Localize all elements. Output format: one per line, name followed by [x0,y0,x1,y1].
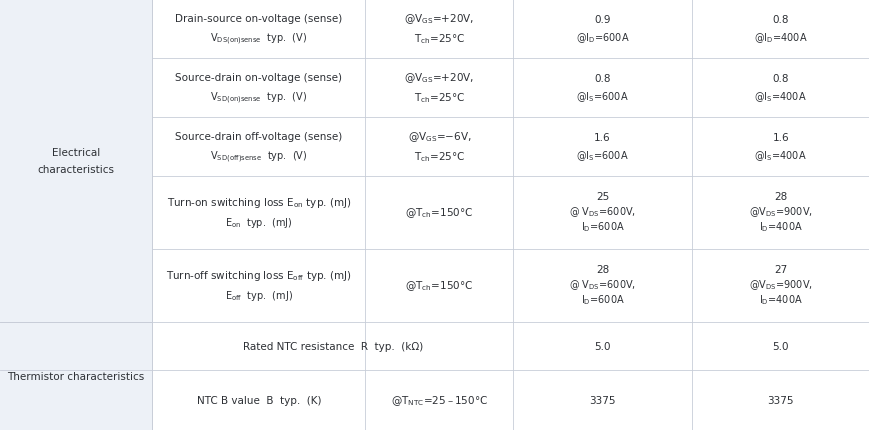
Bar [152,249,365,322]
Text: @I$_{\mathregular{S}}$=400A: @I$_{\mathregular{S}}$=400A [753,149,806,163]
Text: @ V$_{\mathregular{DS}}$=600V,: @ V$_{\mathregular{DS}}$=600V, [568,204,635,218]
Bar [152,177,365,249]
Bar [365,118,513,177]
Text: 27: 27 [773,264,786,274]
Bar [365,249,513,322]
Bar [0,59,152,118]
Bar [691,59,869,118]
Text: 0.8: 0.8 [772,74,788,84]
Text: Thermistor characteristics: Thermistor characteristics [8,371,144,381]
Text: @V$_{\mathregular{GS}}$=+20V,: @V$_{\mathregular{GS}}$=+20V, [404,12,474,26]
Text: @V$_{\mathregular{GS}}$=−6V,: @V$_{\mathregular{GS}}$=−6V, [407,130,471,144]
Bar [513,177,691,249]
Bar [0,370,152,430]
Text: @I$_{\mathregular{S}}$=600A: @I$_{\mathregular{S}}$=600A [575,90,628,104]
Text: 0.8: 0.8 [594,74,610,84]
Text: 1.6: 1.6 [594,133,610,143]
Bar [513,370,691,430]
Text: I$_{\mathregular{D}}$=400A: I$_{\mathregular{D}}$=400A [758,292,802,307]
Text: Source-drain on-voltage (sense): Source-drain on-voltage (sense) [176,73,342,83]
Bar [513,118,691,177]
Bar [513,59,691,118]
Bar [691,118,869,177]
Text: @I$_{\mathregular{D}}$=600A: @I$_{\mathregular{D}}$=600A [575,31,628,45]
Text: T$_{\mathregular{ch}}$=25°C: T$_{\mathregular{ch}}$=25°C [414,32,464,46]
Text: I$_{\mathregular{D}}$=600A: I$_{\mathregular{D}}$=600A [580,220,624,234]
Bar [691,322,869,370]
Text: E$_{\mathregular{off}}$  typ.  (mJ): E$_{\mathregular{off}}$ typ. (mJ) [224,288,293,302]
Text: @ V$_{\mathregular{DS}}$=600V,: @ V$_{\mathregular{DS}}$=600V, [568,277,635,291]
Text: @I$_{\mathregular{S}}$=400A: @I$_{\mathregular{S}}$=400A [753,90,806,104]
Text: @V$_{\mathregular{DS}}$=900V,: @V$_{\mathregular{DS}}$=900V, [748,204,812,218]
Text: 25: 25 [595,192,608,202]
Text: 5.0: 5.0 [772,341,788,351]
Bar [365,322,513,370]
Text: Rated NTC resistance  R  typ.  (kΩ): Rated NTC resistance R typ. (kΩ) [242,341,422,351]
Bar [152,0,365,59]
Bar [513,322,691,370]
Text: V$_{\mathregular{DS(on)sense}}$  typ.  (V): V$_{\mathregular{DS(on)sense}}$ typ. (V) [210,31,307,46]
Bar [0,322,152,370]
Text: Drain-source on-voltage (sense): Drain-source on-voltage (sense) [175,14,342,24]
Bar [691,177,869,249]
Text: I$_{\mathregular{D}}$=600A: I$_{\mathregular{D}}$=600A [580,292,624,307]
Text: 5.0: 5.0 [594,341,610,351]
Bar [152,322,365,370]
Bar [0,249,152,322]
Text: 28: 28 [595,264,608,274]
Text: Turn-on switching loss E$_{\mathregular{on}}$ typ. (mJ): Turn-on switching loss E$_{\mathregular{… [166,196,351,210]
Bar [513,0,691,59]
Text: V$_{\mathregular{SD(on)sense}}$  typ.  (V): V$_{\mathregular{SD(on)sense}}$ typ. (V) [210,90,307,105]
Text: @T$_{\mathregular{ch}}$=150°C: @T$_{\mathregular{ch}}$=150°C [405,279,473,293]
Bar [152,370,365,430]
Bar [513,249,691,322]
Bar [691,370,869,430]
Text: Electrical
characteristics: Electrical characteristics [37,148,115,174]
Text: I$_{\mathregular{D}}$=400A: I$_{\mathregular{D}}$=400A [758,220,802,234]
Text: 3375: 3375 [588,395,615,405]
Text: T$_{\mathregular{ch}}$=25°C: T$_{\mathregular{ch}}$=25°C [414,150,464,164]
Text: 28: 28 [773,192,786,202]
Text: @I$_{\mathregular{S}}$=600A: @I$_{\mathregular{S}}$=600A [575,149,628,163]
Text: V$_{\mathregular{SD(off)sense}}$  typ.  (V): V$_{\mathregular{SD(off)sense}}$ typ. (V… [209,149,308,164]
Text: Turn-off switching loss E$_{\mathregular{off}}$ typ. (mJ): Turn-off switching loss E$_{\mathregular… [166,268,351,283]
Bar [365,0,513,59]
Bar [152,118,365,177]
Text: @T$_{\mathregular{NTC}}$=25 – 150°C: @T$_{\mathregular{NTC}}$=25 – 150°C [390,393,488,407]
Text: Source-drain off-voltage (sense): Source-drain off-voltage (sense) [175,132,342,142]
Text: 0.9: 0.9 [594,15,610,25]
Text: NTC B value  B  typ.  (K): NTC B value B typ. (K) [196,395,321,405]
Bar [0,0,152,59]
Text: @T$_{\mathregular{ch}}$=150°C: @T$_{\mathregular{ch}}$=150°C [405,206,473,220]
Text: @V$_{\mathregular{GS}}$=+20V,: @V$_{\mathregular{GS}}$=+20V, [404,71,474,85]
Bar [0,177,152,249]
Text: 1.6: 1.6 [772,133,788,143]
Text: 3375: 3375 [766,395,793,405]
Text: @I$_{\mathregular{D}}$=400A: @I$_{\mathregular{D}}$=400A [753,31,806,45]
Bar [365,177,513,249]
Bar [0,118,152,177]
Bar [691,0,869,59]
Text: 0.8: 0.8 [772,15,788,25]
Text: @V$_{\mathregular{DS}}$=900V,: @V$_{\mathregular{DS}}$=900V, [748,277,812,291]
Bar [691,249,869,322]
Bar [365,370,513,430]
Bar [365,59,513,118]
Bar [152,59,365,118]
Text: E$_{\mathregular{on}}$  typ.  (mJ): E$_{\mathregular{on}}$ typ. (mJ) [225,215,292,230]
Text: T$_{\mathregular{ch}}$=25°C: T$_{\mathregular{ch}}$=25°C [414,91,464,105]
